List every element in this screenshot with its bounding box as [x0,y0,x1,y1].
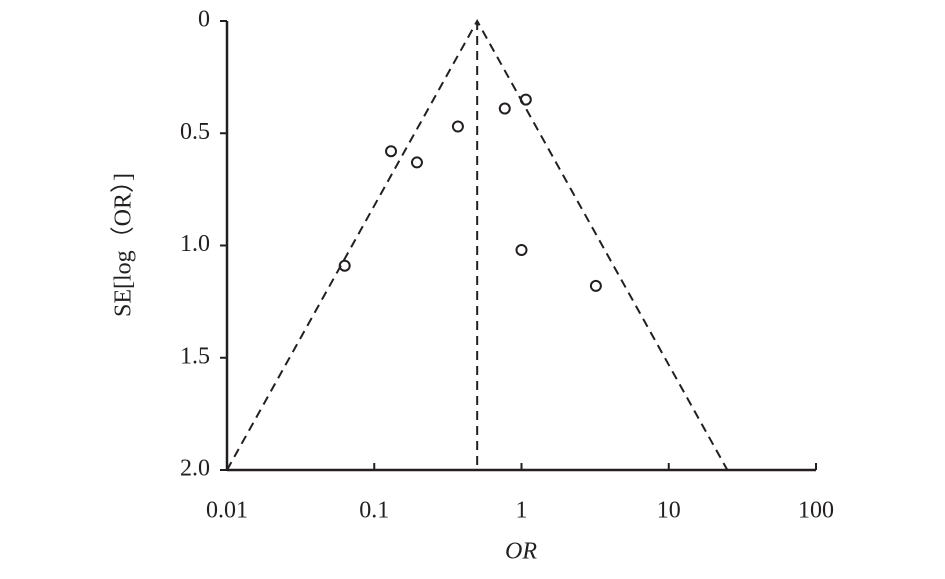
study-point [498,102,511,115]
x-tick-label: 1 [516,498,528,524]
y-tick-label: 1.5 [180,343,210,369]
y-tick-label: 1.0 [180,231,210,257]
y-axis-title: SE[log（OR）] [111,173,137,317]
study-point [515,243,528,256]
y-tick-label: 0 [198,7,210,33]
study-point [589,279,602,292]
x-tick-label: 10 [657,498,681,524]
study-point [410,156,423,169]
x-tick-label: 0.1 [359,498,389,524]
study-point [519,93,532,106]
x-tick-label: 100 [798,498,834,524]
y-tick-label: 2.0 [180,456,210,482]
x-tick-label: 0.01 [206,498,248,524]
study-point [451,120,464,133]
y-tick-label: 0.5 [180,119,210,145]
x-axis-title: OR [505,539,537,565]
study-point [338,259,351,272]
study-point [385,145,398,158]
